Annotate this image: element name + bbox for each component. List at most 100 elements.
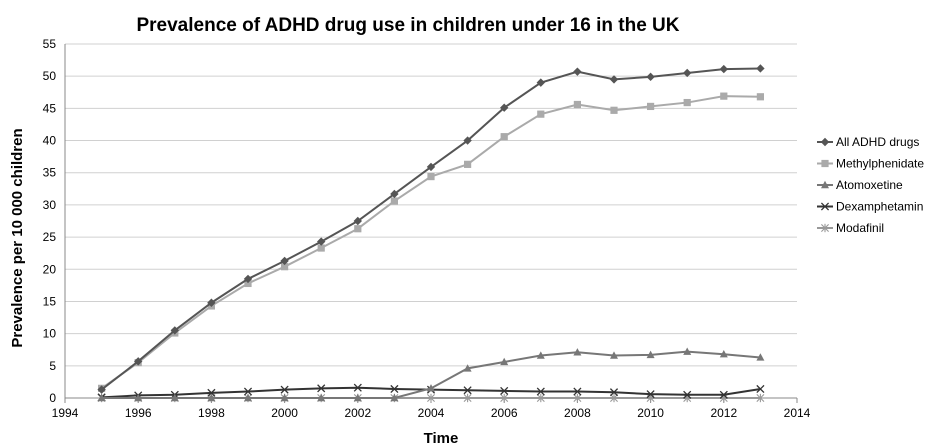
y-tick-label: 30 — [43, 198, 57, 212]
data-point — [463, 393, 472, 403]
y-tick-label: 45 — [43, 101, 57, 115]
legend-label: All ADHD drugs — [836, 135, 919, 149]
data-point — [427, 384, 435, 392]
data-point-stroke — [390, 384, 399, 394]
data-point — [170, 326, 179, 335]
series-line — [101, 95, 761, 390]
data-point — [207, 388, 216, 397]
x-tick-label: 2010 — [637, 406, 664, 420]
data-point — [756, 393, 765, 403]
y-tick-label: 40 — [43, 134, 57, 148]
data-point — [427, 172, 435, 181]
data-point — [500, 393, 509, 403]
data-point — [536, 78, 545, 87]
data-point — [609, 75, 619, 84]
legend-label: Methylphenidate — [836, 157, 924, 171]
legend-label: Dexamphetamin — [836, 200, 923, 214]
data-point-stroke — [207, 388, 216, 397]
data-point — [390, 384, 399, 394]
data-point — [500, 386, 509, 395]
x-axis-title: Time — [424, 430, 459, 447]
series-all-adhd-drugs — [97, 64, 765, 394]
data-point — [280, 385, 289, 394]
data-point-stroke — [536, 387, 545, 396]
data-point — [646, 390, 655, 399]
data-point — [500, 133, 508, 141]
data-point — [683, 347, 692, 355]
data-point — [354, 225, 362, 233]
data-point — [720, 92, 728, 100]
data-point — [353, 216, 362, 226]
x-tick-label: 2000 — [271, 406, 298, 420]
y-axis-title: Prevalence per 10 000 children — [9, 128, 26, 347]
series-atomoxetine — [97, 347, 765, 402]
data-point — [390, 393, 399, 402]
data-point — [573, 387, 582, 396]
y-tick-label: 0 — [49, 391, 56, 405]
data-point — [207, 298, 216, 307]
data-point — [610, 106, 618, 114]
data-point-stroke — [719, 390, 728, 399]
data-point — [280, 393, 289, 402]
data-point — [683, 68, 692, 78]
data-point — [243, 387, 253, 396]
data-point — [537, 110, 545, 118]
data-point-stroke — [500, 386, 509, 395]
data-point — [756, 384, 765, 394]
y-tick-label: 20 — [43, 262, 57, 276]
grid-lines — [65, 43, 797, 399]
legend-label: Modafinil — [836, 221, 884, 235]
data-point — [244, 279, 252, 288]
x-tick-label: 1994 — [52, 406, 79, 420]
data-point — [464, 160, 472, 168]
data-point — [756, 353, 765, 361]
data-point — [573, 100, 581, 109]
data-point — [683, 390, 692, 399]
data-point — [719, 390, 728, 399]
y-tick-label: 10 — [43, 327, 57, 341]
data-point — [719, 350, 728, 358]
data-point — [820, 137, 830, 147]
data-point — [573, 393, 582, 403]
data-point — [463, 386, 472, 395]
data-point — [390, 189, 399, 199]
data-point — [280, 256, 289, 266]
data-point — [426, 162, 436, 172]
data-point-stroke — [820, 202, 830, 211]
data-point — [317, 393, 326, 402]
data-point — [536, 393, 545, 403]
y-tick-label: 25 — [43, 230, 57, 244]
x-tick-label: 2012 — [710, 406, 737, 420]
data-point — [646, 72, 655, 82]
data-point-stroke — [573, 387, 582, 396]
legend-item: Dexamphetamin — [817, 200, 923, 214]
x-tick-labels: 1994 1996 1998 2000 2002 2004 2006 2008 2010 2012… — [52, 406, 811, 420]
data-point — [244, 393, 252, 402]
series-methylphenidate — [98, 92, 764, 392]
data-point — [821, 223, 829, 233]
y-tick-label: 35 — [43, 166, 57, 180]
data-point — [353, 383, 362, 392]
legend-item: Methylphenidate — [817, 157, 924, 171]
legend-item: Modafinil — [817, 221, 884, 235]
data-point — [536, 351, 545, 359]
series-line — [100, 67, 761, 391]
y-tick-label: 5 — [49, 359, 56, 373]
data-point-stroke — [646, 390, 655, 399]
data-point — [646, 350, 655, 359]
data-point-stroke — [756, 384, 765, 394]
data-point-stroke — [280, 385, 289, 394]
series-lines — [97, 64, 765, 403]
data-point — [756, 93, 764, 101]
x-tick-label: 1998 — [198, 406, 225, 420]
data-point — [646, 393, 655, 403]
data-point — [821, 180, 829, 189]
data-point — [317, 244, 325, 252]
y-tick-label: 55 — [43, 37, 57, 51]
data-point — [134, 357, 143, 366]
y-tick-label: 50 — [43, 69, 57, 83]
x-tick-label: 1996 — [125, 406, 152, 420]
data-point — [820, 202, 830, 211]
x-tick-label: 2004 — [418, 406, 445, 420]
